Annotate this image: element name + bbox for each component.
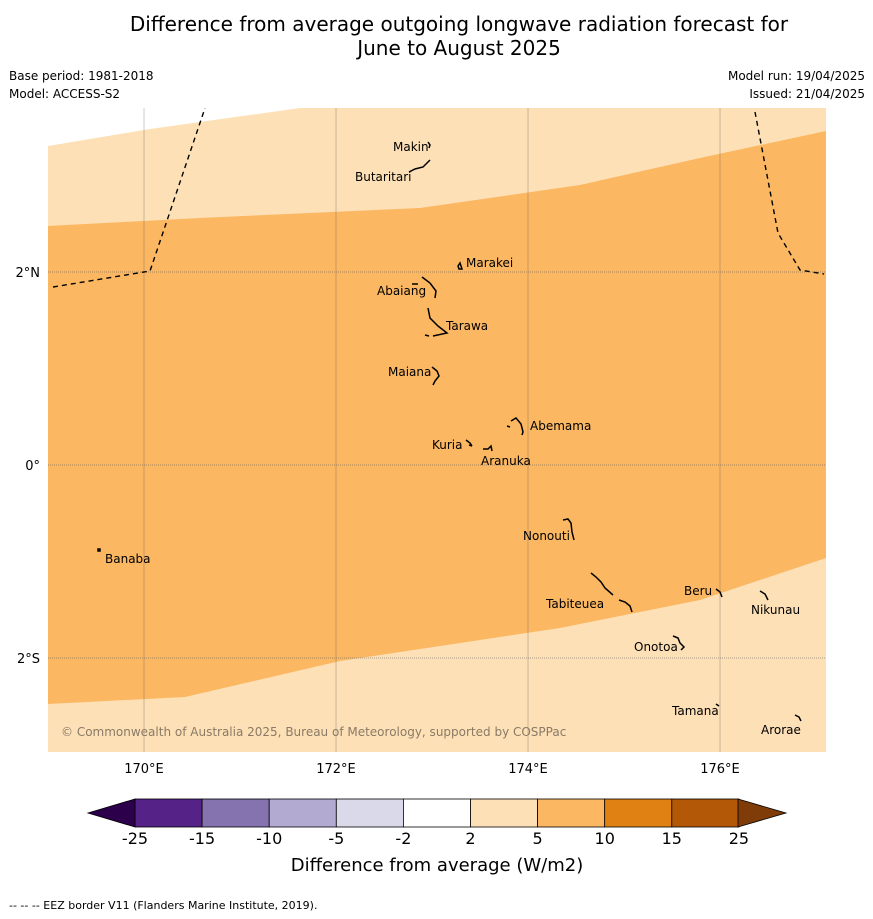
lat-tick-label: 2°N [16,266,41,281]
map-area: Makin Butaritari Marakei Abaiang Tarawa … [48,108,826,752]
lon-tick-label: 172°E [316,762,356,777]
island-label-abaiang: Abaiang [377,284,426,298]
colorbar-swatch [134,798,203,828]
island-label-marakei: Marakei [466,256,513,270]
abaiang-outline [412,276,437,299]
colorbar-swatch [671,798,740,828]
eez-border-legend: -- -- -- EEZ border V11 (Flanders Marine… [9,899,318,912]
abemama-outline [506,417,524,436]
marakei-outline [457,261,464,270]
model-run: Model run: 19/04/2025 [727,69,865,83]
colorbar-over-arrow [737,798,788,828]
banaba-outline [97,548,101,552]
colorbar-swatch [537,798,606,828]
lat-tick-label: 2°S [17,652,40,667]
island-label-maiana: Maiana [388,365,431,379]
tabiteuea-outline [590,572,633,613]
island-label-tamana: Tamana [671,704,719,718]
makin-outline [427,141,431,149]
colorbar-under-arrow [86,798,136,828]
maiana-outline [431,366,440,386]
tarawa-outline [424,307,449,337]
base-period: Base period: 1981-2018 [9,69,154,83]
arorae-outline [794,714,802,722]
island-label-butaritari: Butaritari [355,170,412,184]
island-label-nikunau: Nikunau [751,603,800,617]
island-label-makin: Makin [393,140,429,154]
island-label-tarawa: Tarawa [445,319,488,333]
colorbar-tick-label: 10 [595,829,615,848]
tamana-outline [715,703,720,707]
island-label-banaba: Banaba [105,552,151,566]
colorbar-tick-label: -25 [122,829,148,848]
colorbar-tick-label: 15 [662,829,682,848]
island-label-aranuka: Aranuka [481,454,531,468]
colorbar-swatch [335,798,404,828]
colorbar-boxes [134,798,740,828]
map-title: Difference from average outgoing longwav… [0,12,873,60]
colorbar-tick-label: 25 [729,829,749,848]
title-line-2: June to August 2025 [357,36,561,60]
axis-labels: 170°E 172°E 174°E 176°E 2°N 0° 2°S [16,266,740,777]
colorbar-swatch [402,798,471,828]
onotoa-outline [672,635,686,651]
island-labels: Makin Butaritari Marakei Abaiang Tarawa … [105,140,801,737]
island-label-tabiteuea: Tabiteuea [545,597,604,611]
colorbar-swatch [201,798,270,828]
colorbar-ticks: -25 -15 -10 -5 -2 2 5 10 15 25 [122,829,749,848]
issued-date: Issued: 21/04/2025 [749,87,865,101]
lon-tick-label: 176°E [700,762,740,777]
title-line-1: Difference from average outgoing longwav… [129,12,789,36]
colorbar: -25 -15 -10 -5 -2 2 5 10 15 25 Difference from av… [86,798,788,876]
aranuka-outline [483,444,493,452]
colorbar-tick-label: -5 [328,829,344,848]
butaritari-outline [408,159,431,173]
colorbar-swatch [470,798,538,828]
island-label-abemama: Abemama [530,419,591,433]
colorbar-tick-label: -15 [189,829,215,848]
island-label-kuria: Kuria [432,438,463,452]
colorbar-swatch [604,798,673,828]
colorbar-swatch [268,798,337,828]
colorbar-tick-label: 2 [465,829,475,848]
model-name: Model: ACCESS-S2 [9,87,121,101]
meta-right: Model run: 19/04/2025 Issued: 21/04/2025 [728,67,865,103]
lat-tick-label: 0° [25,459,40,474]
band-5-10-region [48,131,826,704]
colorbar-tick-label: -2 [395,829,411,848]
island-outlines [97,141,802,722]
island-label-nonouti: Nonouti [523,529,570,543]
meta-left: Base period: 1981-2018 Model: ACCESS-S2 [9,67,154,103]
eez-border [52,108,825,288]
lon-tick-label: 170°E [124,762,164,777]
graticule [48,108,826,752]
nonouti-outline [562,518,575,541]
eez-border-east [754,111,825,275]
island-label-arorae: Arorae [761,723,801,737]
island-label-beru: Beru [684,584,712,598]
kuria-outline [465,439,473,447]
beru-outline [715,588,723,598]
copyright-notice: © Commonwealth of Australia 2025, Bureau… [61,725,566,739]
nikunau-outline [759,590,769,601]
colorbar-label: Difference from average (W/m2) [291,855,583,876]
lon-tick-label: 174°E [508,762,548,777]
colorbar-tick-label: -10 [256,829,282,848]
band-upper-light-region [48,108,300,146]
colorbar-tick-label: 5 [533,829,543,848]
island-label-onotoa: Onotoa [634,640,678,654]
